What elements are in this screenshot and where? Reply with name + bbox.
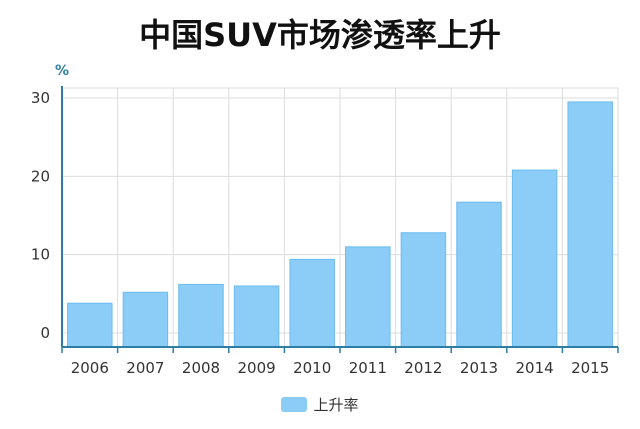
bar-2007 [122, 291, 169, 348]
bar-2006 [67, 302, 113, 348]
bar-2008 [178, 283, 224, 348]
legend-swatch [281, 397, 308, 412]
x-tick-label: 2010 [293, 359, 331, 377]
x-tick-label: 2011 [349, 359, 387, 377]
y-tick-label: 10 [31, 246, 50, 264]
x-tick-label: 2012 [404, 359, 442, 377]
x-tick-label: 2013 [460, 359, 498, 377]
bar-2015 [567, 101, 613, 348]
x-tick-label: 2006 [71, 359, 109, 377]
y-tick-label: 30 [31, 89, 50, 107]
bar-2014 [511, 169, 558, 348]
bar-2013 [456, 201, 502, 348]
y-tick-label: 0 [40, 324, 50, 342]
x-tick-label: 2015 [571, 359, 609, 377]
bar-2010 [289, 258, 335, 348]
chart-title: 中国SUV市场渗透率上升 [139, 16, 501, 54]
x-tick-label: 2008 [182, 359, 220, 377]
x-tick-label: 2014 [516, 359, 554, 377]
x-tick-label: 2009 [238, 359, 276, 377]
legend-label: 上升率 [313, 396, 359, 414]
y-tick-label: 20 [31, 167, 50, 185]
x-tick-label: 2007 [126, 359, 164, 377]
bar-2009 [233, 285, 280, 348]
y-axis-unit: % [55, 63, 69, 79]
bar-2011 [345, 246, 391, 348]
bar-2012 [400, 232, 447, 348]
legend: 上升率 [0, 394, 640, 415]
